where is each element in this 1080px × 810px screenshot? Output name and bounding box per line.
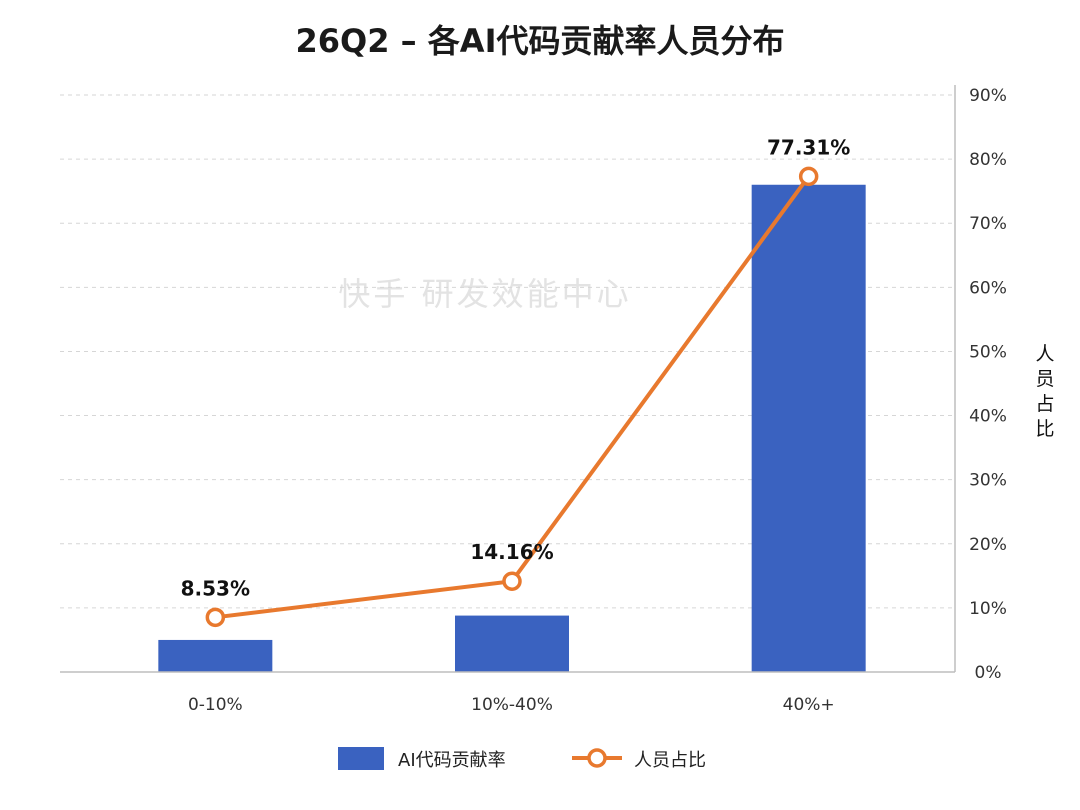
chart-title: 26Q2 – 各AI代码贡献率人员分布	[296, 22, 785, 60]
y-tick-label: 10%	[969, 599, 1007, 619]
y-tick-label: 0%	[975, 663, 1002, 683]
data-label: 8.53%	[181, 576, 250, 600]
y-axis-label-char: 人	[1035, 343, 1054, 365]
watermark-text: 快手 研发效能中心	[338, 275, 631, 313]
legend-line-label: 人员占比	[634, 750, 706, 771]
label-layer: 8.53% 14.16% 77.31%	[181, 135, 851, 600]
line-layer	[205, 166, 819, 628]
x-tick-label: 40%+	[783, 695, 835, 715]
bar	[751, 184, 866, 672]
y-tick-label: 40%	[969, 407, 1007, 427]
y-tick-label: 90%	[969, 86, 1007, 106]
y-tick-label: 50%	[969, 342, 1007, 362]
data-label: 77.31%	[767, 135, 850, 159]
data-label: 14.16%	[470, 540, 553, 564]
axis-layer: 0% 10% 20% 30% 40% 50% 60% 70% 80% 90% 人员占比 0-10% 10…	[60, 85, 1055, 715]
legend-layer: AI代码贡献率 人员占比	[338, 747, 706, 771]
y-tick-label: 70%	[969, 214, 1007, 234]
y-tick-label: 60%	[969, 278, 1007, 298]
line-point	[798, 166, 819, 187]
y-axis-label-char: 员	[1035, 368, 1054, 390]
y-tick-label: 80%	[969, 150, 1007, 170]
line-point	[502, 571, 522, 591]
y-tick-label: 30%	[969, 471, 1007, 491]
line-point	[205, 607, 226, 628]
y-tick-label: 20%	[969, 535, 1007, 555]
x-tick-label: 10%-40%	[471, 695, 553, 715]
y-axis-label-char: 占	[1035, 393, 1054, 415]
x-tick-label: 0-10%	[188, 695, 243, 715]
legend-bar-label: AI代码贡献率	[398, 750, 506, 771]
bar	[455, 615, 569, 672]
legend-line-marker	[587, 748, 607, 768]
bar-layer	[158, 184, 866, 672]
legend-bar-swatch	[338, 747, 384, 770]
bar	[158, 639, 273, 672]
y-axis-label-char: 比	[1035, 418, 1054, 440]
